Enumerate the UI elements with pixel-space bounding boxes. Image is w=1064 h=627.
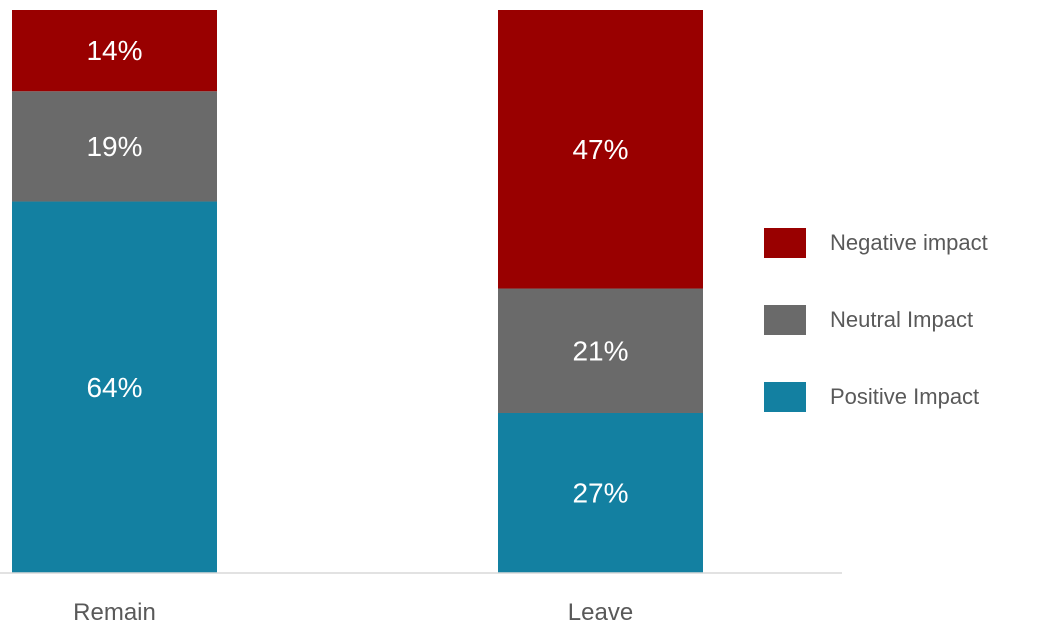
bar-remain-positive-impact [12,201,217,574]
legend-label-neutral: Neutral Impact [830,307,974,332]
category-label-remain: Remain [73,599,156,626]
bar-leave-negative-impact [498,10,703,289]
legend: Negative impact Neutral Impact Positive … [764,228,1064,459]
legend-item-neutral: Neutral Impact [764,305,1064,335]
legend-item-negative: Negative impact [764,228,1064,258]
bar-leave-neutral-impact [498,288,703,413]
bar-remain-negative-impact [12,10,217,92]
data-label-leave-neutral-impact: 21% [572,335,628,366]
bar-leave-positive-impact [498,412,703,573]
legend-label-negative: Negative impact [830,230,988,255]
legend-swatch-positive [764,382,806,412]
data-label-leave-negative-impact: 47% [572,134,628,165]
legend-swatch-negative [764,228,806,258]
legend-swatch-neutral [764,305,806,335]
data-label-remain-neutral-impact: 19% [86,131,142,162]
data-label-leave-positive-impact: 27% [572,477,628,508]
category-label-leave: Leave [568,599,633,626]
data-label-remain-negative-impact: 14% [86,35,142,66]
bars-group [12,10,703,574]
bar-remain-neutral-impact [12,91,217,202]
data-label-remain-positive-impact: 64% [86,372,142,403]
legend-label-positive: Positive Impact [830,384,980,409]
category-labels-group: Remain Leave [73,599,633,626]
legend-item-positive: Positive Impact [764,382,1064,412]
bar-labels-group: 64% 19% 14% 27% 21% 47% [86,35,628,508]
